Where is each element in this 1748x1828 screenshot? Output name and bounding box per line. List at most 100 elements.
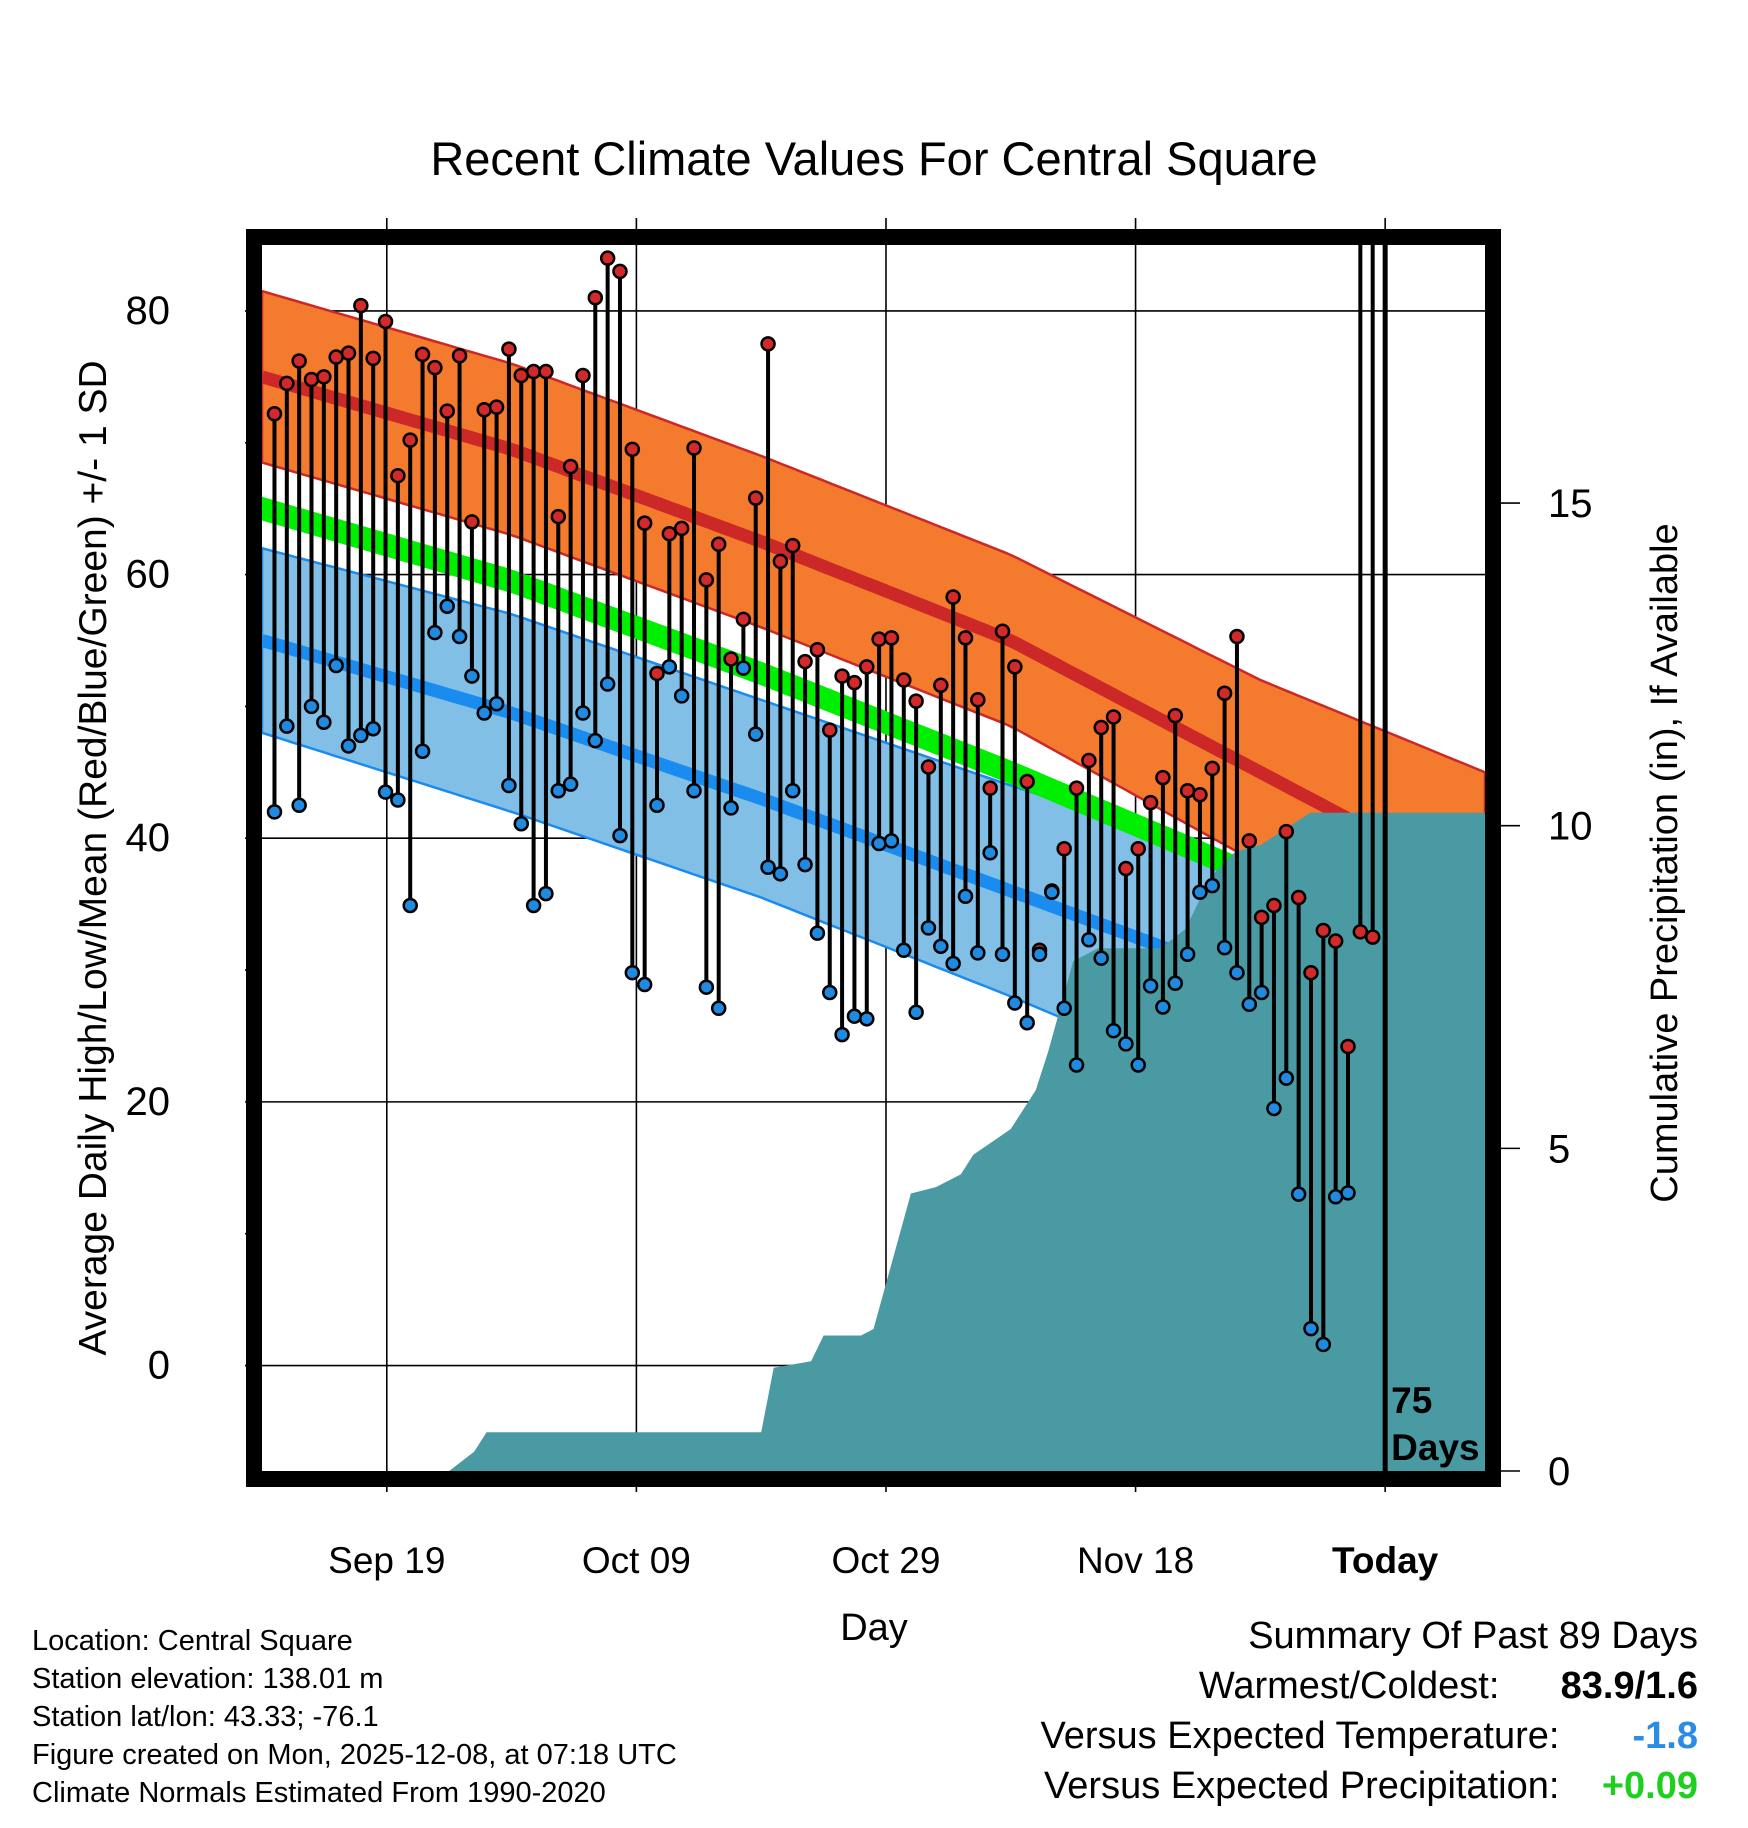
daily-high-point bbox=[266, 405, 283, 422]
daily-low-point bbox=[834, 1026, 850, 1043]
daily-high-point bbox=[1352, 924, 1369, 940]
daily-low-point bbox=[464, 668, 480, 684]
daily-low-point bbox=[698, 979, 715, 995]
y2-axis-title: Cumulative Precipitation (in), If Availa… bbox=[1644, 523, 1686, 1202]
daily-low-point bbox=[908, 1004, 924, 1020]
daily-high-point bbox=[414, 346, 431, 363]
daily-low-point bbox=[1056, 1000, 1072, 1017]
daily-low-point bbox=[871, 835, 887, 852]
summary-precip-row: Versus Expected Precipitation: +0.09 bbox=[1044, 1767, 1698, 1805]
daily-high-point bbox=[735, 611, 752, 628]
daily-low-point bbox=[896, 942, 912, 959]
x-tick-label: Oct 09 bbox=[582, 1540, 691, 1581]
daily-high-point bbox=[624, 441, 641, 458]
summary-temp-row: Versus Expected Temperature: -1.8 bbox=[1041, 1717, 1698, 1755]
daily-high-point bbox=[1068, 780, 1085, 796]
daily-low-point bbox=[550, 783, 567, 799]
daily-high-point bbox=[636, 515, 653, 531]
daily-low-point bbox=[1105, 1022, 1122, 1039]
x-tick-label: Nov 18 bbox=[1077, 1540, 1194, 1581]
daily-high-point bbox=[945, 589, 961, 605]
summary-heading: Summary Of Past 89 Days bbox=[1248, 1615, 1698, 1657]
daily-high-point bbox=[859, 659, 875, 675]
daily-low-point bbox=[1229, 964, 1245, 981]
daily-high-point bbox=[451, 347, 468, 364]
daily-low-point bbox=[513, 815, 530, 832]
daily-high-point bbox=[599, 250, 616, 266]
daily-low-point bbox=[365, 721, 381, 737]
daily-high-point bbox=[513, 367, 530, 384]
daily-high-point bbox=[1167, 707, 1184, 724]
daily-low-point bbox=[1327, 1189, 1344, 1205]
info-normals: Climate Normals Estimated From 1990-2020 bbox=[32, 1777, 606, 1809]
daily-low-point bbox=[636, 976, 653, 993]
daily-high-point bbox=[525, 363, 542, 380]
daily-high-point bbox=[920, 759, 937, 775]
daily-low-point bbox=[883, 833, 900, 849]
axes bbox=[245, 229, 1520, 1487]
daily-low-point bbox=[266, 804, 283, 820]
today-days-count: 75 bbox=[1391, 1380, 1432, 1421]
daily-high-point bbox=[1056, 841, 1072, 857]
summary-temp-label: Versus Expected Temperature: bbox=[1040, 1715, 1560, 1757]
daily-low-point bbox=[920, 920, 937, 936]
summary-temp-value: -1.8 bbox=[1632, 1715, 1698, 1757]
daily-high-point bbox=[476, 402, 492, 418]
daily-high-point bbox=[587, 289, 604, 306]
y2-tick-label: 5 bbox=[1548, 1127, 1570, 1171]
daily-low-point bbox=[525, 897, 542, 914]
daily-high-point bbox=[710, 536, 727, 552]
daily-low-point bbox=[1290, 1186, 1307, 1202]
daily-low-point bbox=[488, 696, 505, 712]
daily-high-point bbox=[883, 630, 900, 646]
daily-low-point bbox=[661, 659, 678, 675]
x-axis-title: Day bbox=[840, 1607, 908, 1649]
daily-high-point bbox=[1130, 841, 1146, 857]
daily-low-point bbox=[859, 1011, 875, 1027]
daily-high-point bbox=[316, 369, 332, 385]
daily-high-point bbox=[439, 403, 455, 419]
daily-high-point bbox=[1290, 889, 1307, 906]
daily-high-point bbox=[402, 432, 418, 448]
daily-low-point bbox=[747, 726, 764, 742]
daily-high-point bbox=[1303, 964, 1319, 981]
daily-low-point bbox=[1142, 978, 1159, 994]
daily-high-point bbox=[1155, 769, 1171, 786]
daily-low-point bbox=[1044, 884, 1060, 901]
daily-low-point bbox=[575, 705, 591, 721]
daily-low-point bbox=[439, 598, 455, 614]
daily-low-point bbox=[1366, 0, 1379, 7]
daily-low-point bbox=[291, 797, 307, 814]
daily-high-point bbox=[1118, 860, 1134, 877]
daily-low-point bbox=[1118, 1036, 1134, 1052]
daily-high-point bbox=[612, 263, 628, 280]
daily-low-point bbox=[1303, 1320, 1319, 1337]
daily-high-point bbox=[328, 349, 344, 365]
daily-high-point bbox=[982, 780, 998, 796]
daily-low-point bbox=[1068, 1057, 1085, 1073]
daily-high-point bbox=[575, 367, 591, 384]
daily-high-point bbox=[562, 458, 579, 475]
daily-observations bbox=[266, 0, 1381, 1353]
daily-low-point bbox=[624, 964, 641, 981]
daily-low-point bbox=[1093, 950, 1109, 966]
daily-low-point bbox=[710, 1000, 727, 1017]
daily-low-point bbox=[612, 827, 628, 844]
x-tick-label: Oct 29 bbox=[831, 1540, 940, 1581]
daily-high-point bbox=[1093, 719, 1109, 736]
daily-low-point bbox=[1130, 1057, 1146, 1073]
daily-low-point bbox=[1031, 946, 1048, 962]
daily-low-point bbox=[784, 783, 801, 799]
daily-low-point bbox=[809, 925, 826, 941]
daily-low-point bbox=[1315, 1336, 1332, 1353]
daily-high-point bbox=[747, 490, 764, 506]
daily-high-point bbox=[1204, 760, 1221, 777]
daily-high-point bbox=[760, 336, 776, 352]
daily-high-point bbox=[538, 363, 554, 380]
daily-low-point bbox=[933, 938, 949, 955]
daily-high-point bbox=[1216, 685, 1233, 701]
daily-high-point bbox=[377, 313, 394, 330]
daily-high-point bbox=[390, 467, 406, 484]
daily-high-point bbox=[822, 722, 838, 738]
